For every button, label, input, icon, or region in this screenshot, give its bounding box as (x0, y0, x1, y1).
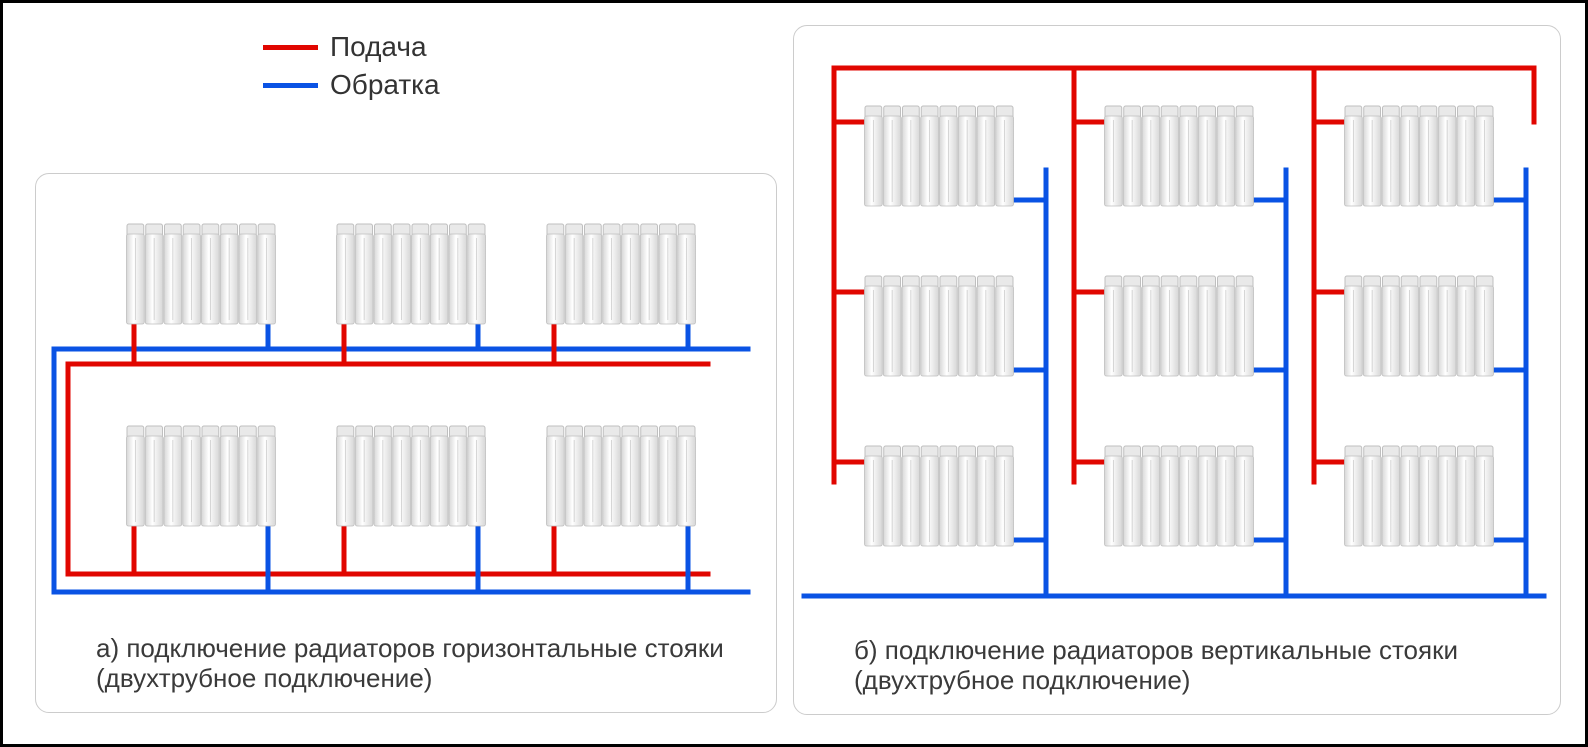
diagram-frame: Подача Обратка а) подключение радиаторов… (0, 0, 1588, 747)
caption-b: б) подключение радиаторов вертикальные с… (854, 636, 1534, 696)
legend-supply: Подача (263, 31, 440, 63)
legend-supply-label: Подача (330, 31, 427, 63)
legend-return-line (263, 83, 318, 88)
panel-a-svg (36, 174, 776, 712)
panel-b-svg (794, 26, 1560, 714)
legend: Подача Обратка (263, 31, 440, 107)
legend-return-label: Обратка (330, 69, 440, 101)
legend-return: Обратка (263, 69, 440, 101)
panel-a: а) подключение радиаторов горизонтальные… (35, 173, 777, 713)
legend-supply-line (263, 45, 318, 50)
panel-b: б) подключение радиаторов вертикальные с… (793, 25, 1561, 715)
caption-a: а) подключение радиаторов горизонтальные… (96, 634, 756, 694)
